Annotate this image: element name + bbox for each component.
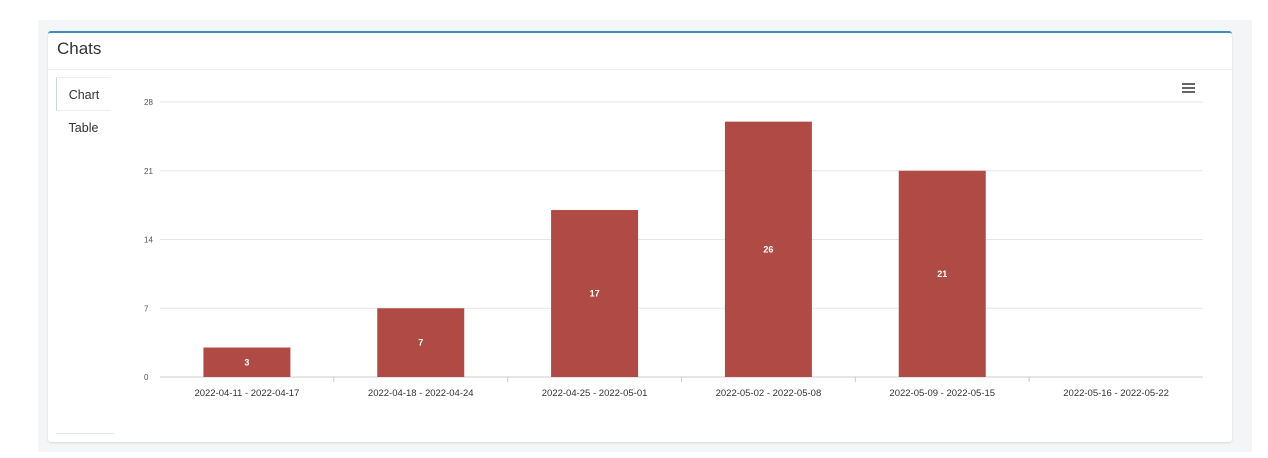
panel-title: Chats — [57, 39, 102, 58]
x-tick-label: 2022-04-11 - 2022-04-17 — [194, 388, 299, 399]
data-label: 7 — [418, 338, 423, 348]
y-tick-label: 28 — [144, 98, 153, 107]
bar — [724, 121, 812, 378]
bar — [377, 308, 465, 377]
x-tick-label: 2022-05-02 - 2022-05-08 — [716, 388, 822, 399]
tab-table[interactable]: Table — [68, 121, 99, 135]
bar — [898, 170, 986, 377]
chats-panel: Chats Chart Table 0 7 14 21 28 3 2022-04-11 - … — [48, 31, 1232, 442]
x-tick-label: 2022-05-16 - 2022-05-22 — [1063, 388, 1169, 399]
x-tick-label: 2022-05-09 - 2022-05-15 — [889, 388, 995, 399]
tab-chart[interactable]: Chart — [56, 77, 111, 111]
data-label: 21 — [937, 269, 947, 279]
data-label: 17 — [590, 289, 600, 299]
view-tabs: Chart Table — [56, 77, 112, 145]
x-tick-label: 2022-04-25 - 2022-05-01 — [542, 388, 648, 399]
tabs-divider — [56, 433, 114, 434]
y-tick-label: 14 — [144, 236, 153, 245]
data-label: 3 — [244, 357, 249, 367]
y-tick-label: 7 — [144, 304, 149, 313]
x-tick-label: 2022-04-18 - 2022-04-24 — [368, 388, 474, 399]
bar — [203, 347, 291, 377]
hamburger-menu-icon[interactable] — [1182, 83, 1196, 95]
y-tick-label: 0 — [144, 373, 149, 382]
panel-header: Chats — [48, 33, 1232, 70]
y-tick-label: 21 — [144, 167, 153, 176]
bar-chart: 0 7 14 21 28 3 2022-04-11 - 2022-04-17 7 2022-04… — [144, 98, 1203, 399]
bar — [551, 210, 639, 377]
data-label: 26 — [763, 244, 773, 254]
